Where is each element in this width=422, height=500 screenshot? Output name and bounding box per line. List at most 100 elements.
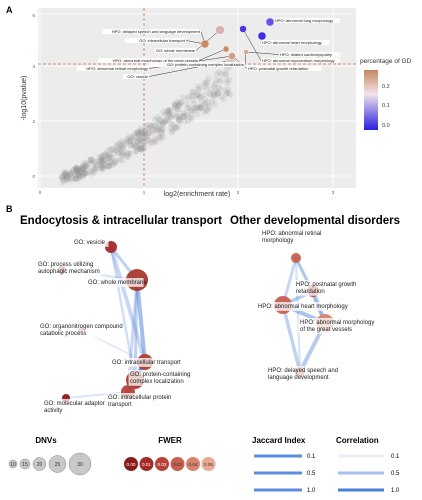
background-point [164, 107, 172, 114]
background-point [135, 131, 142, 139]
background-point [190, 88, 197, 95]
background-point [134, 130, 142, 138]
background-point [98, 162, 106, 169]
background-point [156, 117, 164, 124]
background-point [97, 166, 105, 173]
background-point [217, 85, 224, 93]
background-point [106, 162, 113, 169]
background-point [148, 122, 155, 130]
network-node-label: GO: process utilizing autophagic mechanis… [38, 262, 100, 275]
background-point [62, 169, 70, 177]
background-point [194, 86, 202, 94]
background-point [87, 159, 95, 166]
background-point [82, 169, 90, 176]
background-point [78, 164, 86, 171]
background-point [124, 150, 131, 157]
background-point [127, 138, 134, 145]
ytick-4: 4 [32, 64, 35, 69]
correlation-legend: Correlation 0.1 0.5 1.0 [336, 436, 400, 494]
background-point [207, 91, 214, 98]
background-point [186, 92, 193, 100]
node-label-bg [266, 366, 339, 382]
background-point [154, 114, 161, 121]
background-point [144, 132, 151, 140]
background-point [203, 85, 210, 92]
background-point [172, 102, 179, 109]
background-point [225, 89, 232, 97]
dnvs-size-circles: 10 15 20 25 30 [8, 452, 92, 476]
background-point [167, 107, 174, 114]
background-point [59, 175, 67, 182]
background-point [90, 166, 98, 173]
annotation-label: HPO: abnormal lung morphology [275, 18, 333, 23]
annotation-label: GO: intracellular transport [139, 38, 186, 43]
background-point [154, 133, 162, 140]
background-point [134, 128, 141, 136]
significant-point [228, 52, 236, 60]
background-point [97, 157, 105, 165]
background-point [184, 95, 192, 102]
background-point [172, 113, 180, 120]
background-point [172, 123, 179, 131]
background-point [93, 164, 100, 172]
background-point [106, 155, 113, 163]
background-point [116, 145, 123, 153]
significant-point [239, 25, 247, 33]
background-point [145, 130, 152, 137]
dnvs-circle-30 [68, 452, 92, 476]
background-point [75, 170, 82, 177]
panel-b-label: B [6, 204, 13, 214]
background-point [155, 119, 162, 127]
background-point [218, 71, 226, 78]
background-point [183, 100, 190, 108]
dnvs-legend: DNVs 10 15 20 25 30 [8, 436, 92, 476]
background-point [81, 169, 88, 176]
background-point [180, 94, 187, 101]
background-point [76, 174, 83, 181]
background-point [92, 166, 99, 173]
background-point [72, 164, 80, 171]
significant-point [243, 49, 249, 55]
correlation-value-0-1: 0.1 [391, 454, 400, 460]
gd-colorbar [364, 70, 378, 130]
network-node-label: GO: protein-containing complex localizati… [130, 372, 190, 385]
background-point [109, 161, 116, 169]
background-point [104, 151, 111, 158]
background-points [58, 55, 236, 186]
dnvs-value-15: 15 [22, 462, 28, 468]
background-point [73, 166, 81, 173]
background-point [212, 87, 219, 94]
background-point [223, 71, 230, 78]
background-point [120, 151, 127, 158]
background-point [156, 116, 163, 123]
background-point [155, 124, 162, 132]
background-point [95, 158, 103, 165]
annotation-box [148, 62, 245, 67]
annotation-label: HPO: delayed speech and language develop… [112, 29, 201, 34]
background-point [175, 123, 182, 131]
fwer-value-0.02: 0.02 [158, 462, 167, 467]
background-point [97, 160, 105, 167]
ytick-2: 2 [32, 119, 35, 124]
network-node-label: GO: organonitrogen compound catabolic pro… [40, 324, 123, 337]
network-edge-developmental [281, 303, 302, 374]
background-point [118, 157, 125, 164]
dnvs-value-30: 30 [77, 462, 83, 468]
network-node-labels: GO: vesicle GO: process utilizing autophag… [36, 229, 374, 415]
background-point [159, 121, 167, 128]
background-point [158, 118, 165, 126]
background-point [195, 103, 203, 110]
background-point [124, 153, 131, 160]
background-point [165, 111, 173, 119]
correlation-value-1-0: 1.0 [391, 488, 400, 494]
background-point [168, 129, 175, 136]
background-point [205, 75, 212, 82]
annotation-leader [195, 29, 221, 51]
node-label-bg [294, 280, 361, 296]
background-point [58, 173, 66, 181]
background-point [187, 114, 194, 121]
significant-point [200, 39, 210, 49]
background-point [163, 109, 171, 116]
node-label-bg [128, 370, 198, 386]
background-point [78, 165, 85, 173]
